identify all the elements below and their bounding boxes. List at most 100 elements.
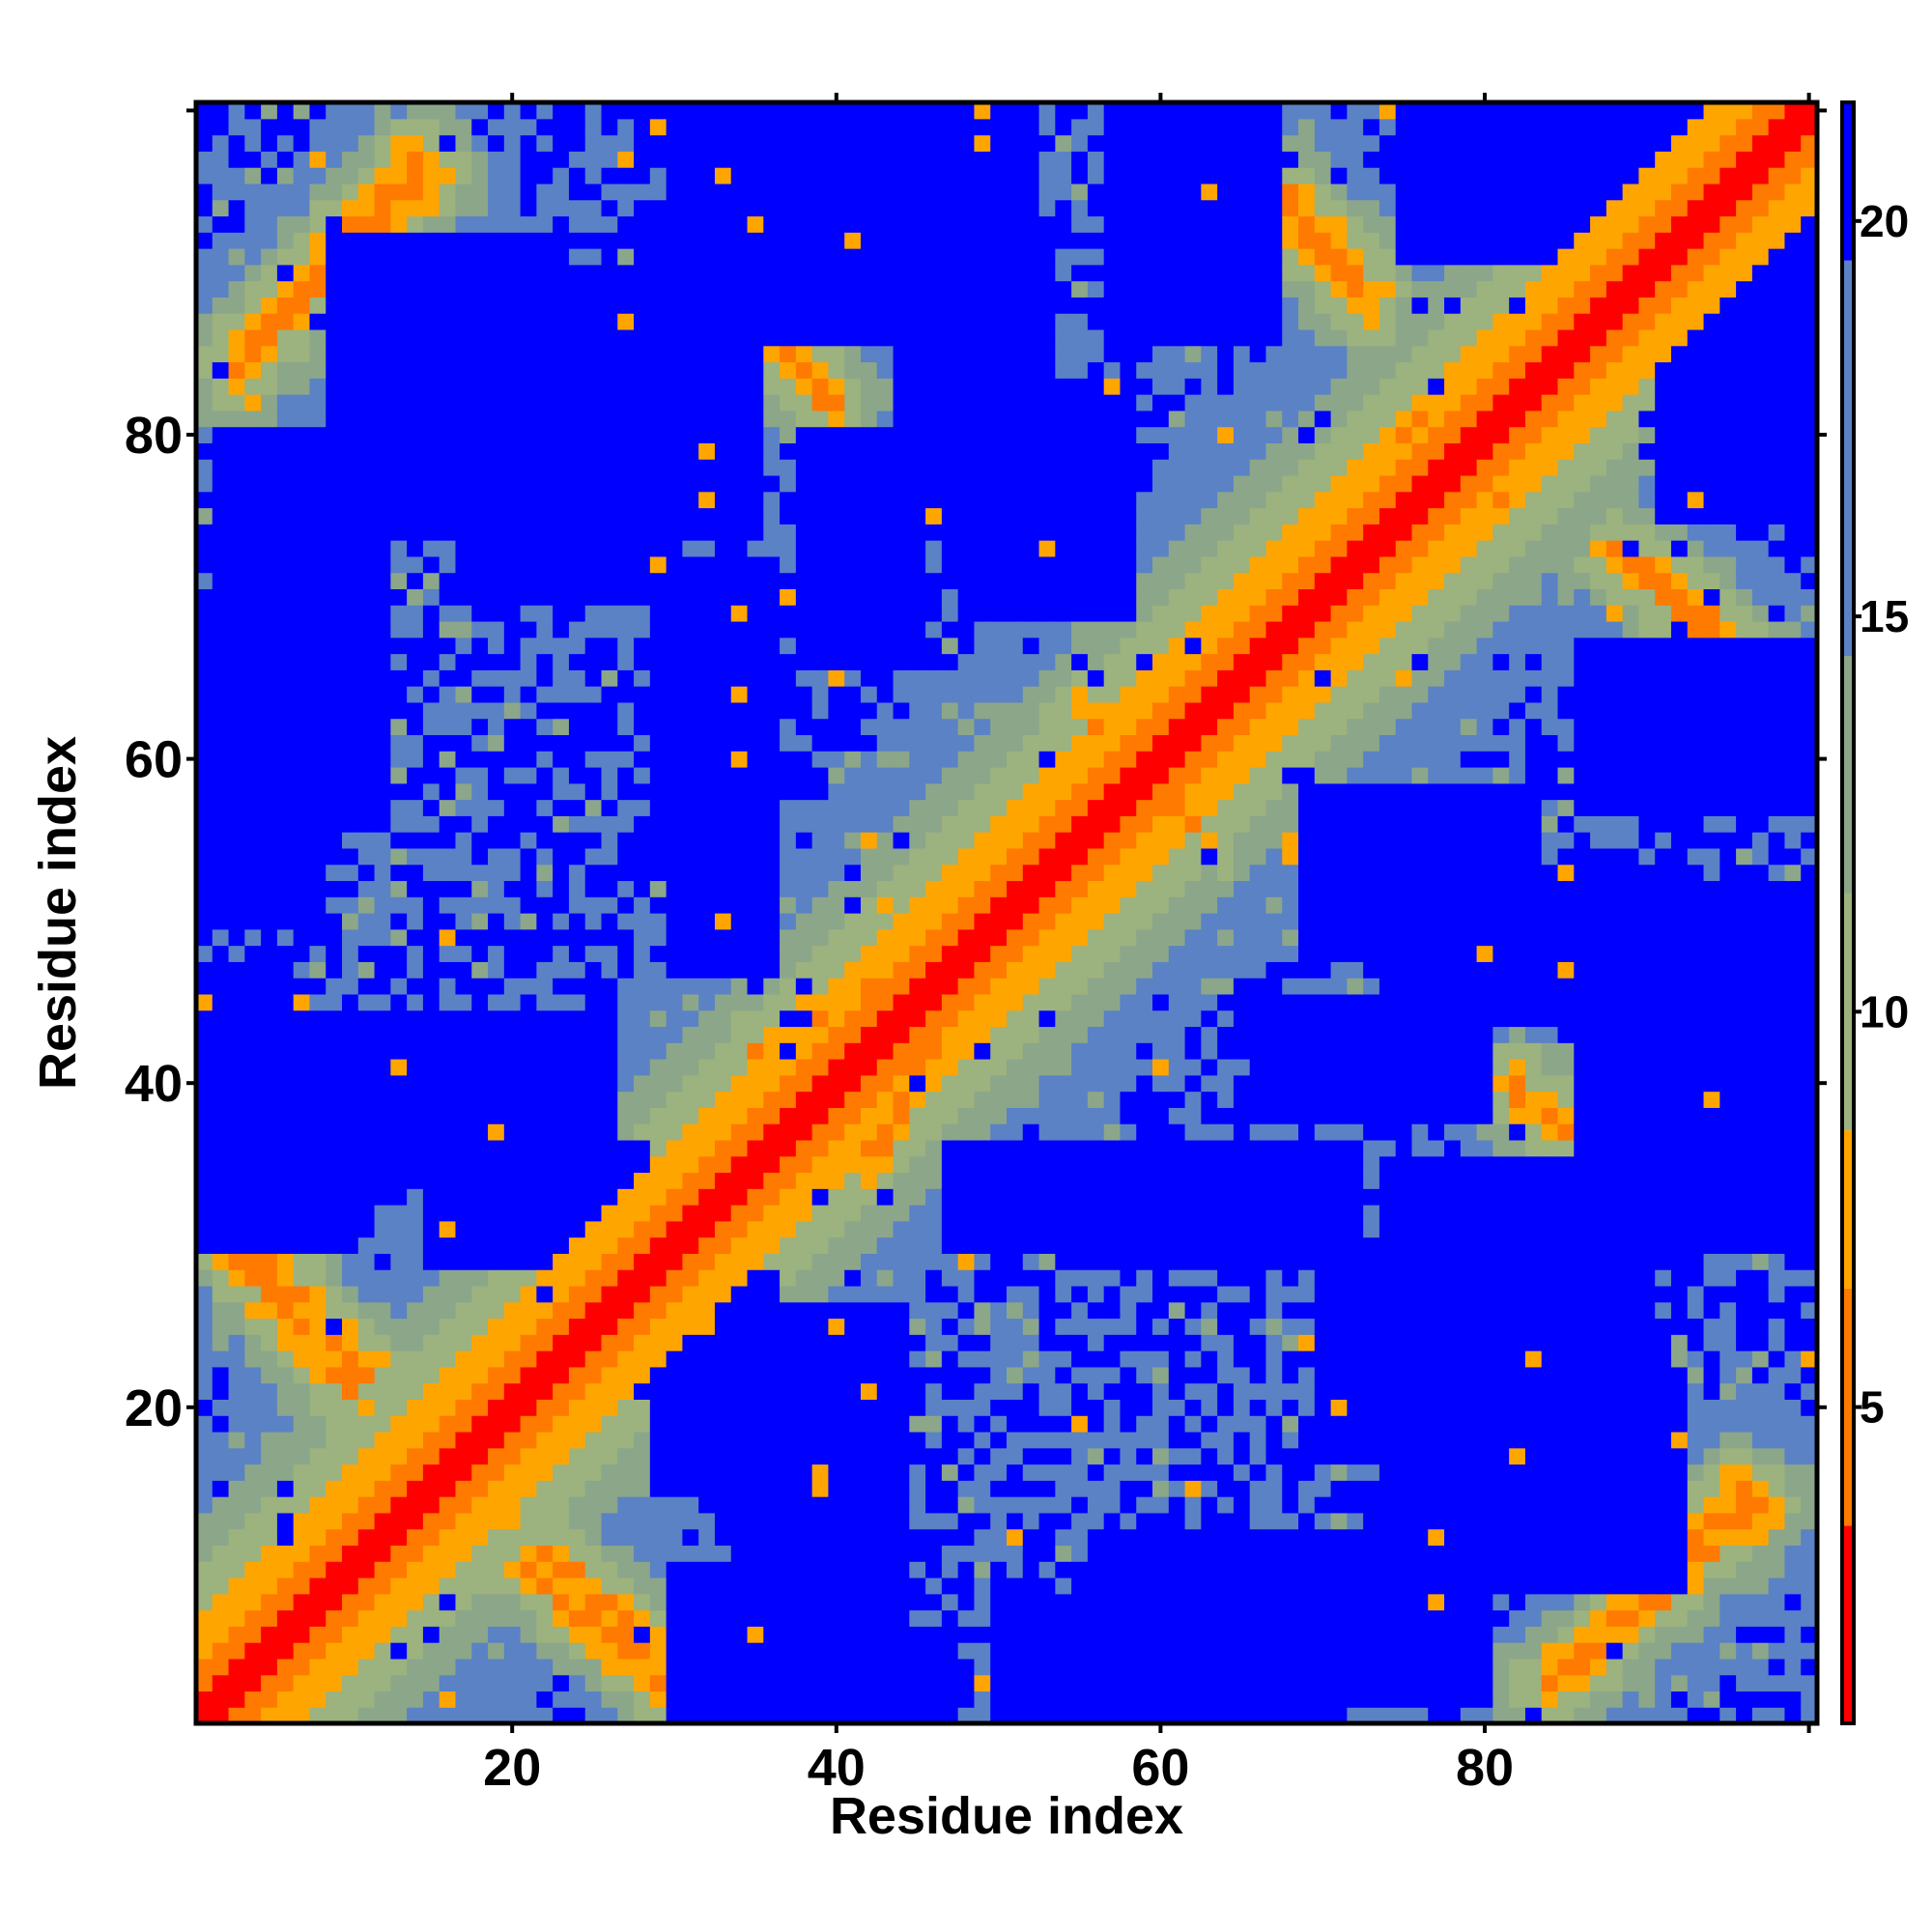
- heatmap-cell: [422, 426, 440, 443]
- heatmap-cell: [374, 701, 391, 720]
- heatmap-cell: [228, 864, 245, 882]
- heatmap-cell: [925, 945, 943, 962]
- heatmap-cell: [196, 669, 213, 687]
- heatmap-cell: [811, 1205, 830, 1222]
- heatmap-cell: [471, 1447, 489, 1465]
- heatmap-cell: [261, 555, 278, 574]
- heatmap-cell: [634, 1220, 651, 1238]
- heatmap-cell: [342, 199, 359, 217]
- heatmap-cell: [780, 1545, 797, 1562]
- heatmap-cell: [747, 1415, 764, 1433]
- heatmap-cell: [293, 1593, 311, 1611]
- heatmap-cell: [649, 1155, 668, 1174]
- heatmap-cell: [682, 426, 699, 443]
- heatmap-cell: [488, 1220, 505, 1238]
- heatmap-cell: [763, 524, 781, 541]
- heatmap-cell: [276, 1220, 295, 1238]
- heatmap-cell: [455, 1301, 472, 1320]
- heatmap-cell: [811, 701, 830, 720]
- heatmap-cell: [763, 928, 781, 947]
- heatmap-cell: [763, 620, 781, 639]
- heatmap-cell: [941, 1382, 959, 1400]
- heatmap-cell: [990, 896, 1008, 914]
- heatmap-cell: [860, 555, 878, 574]
- heatmap-cell: [634, 1626, 651, 1643]
- heatmap-cell: [780, 167, 797, 185]
- heatmap-cell: [422, 474, 440, 493]
- heatmap-cell: [390, 1626, 408, 1643]
- heatmap-cell: [261, 280, 278, 298]
- heatmap-cell: [584, 410, 603, 428]
- heatmap-cell: [780, 524, 797, 541]
- heatmap-cell: [536, 1155, 554, 1174]
- heatmap-cell: [422, 1690, 440, 1708]
- heatmap-cell: [390, 426, 408, 443]
- heatmap-cell: [860, 410, 878, 428]
- heatmap-cell: [553, 880, 570, 897]
- heatmap-cell: [293, 1690, 311, 1708]
- heatmap-cell: [357, 1447, 376, 1465]
- heatmap-cell: [828, 442, 845, 460]
- heatmap-cell: [974, 1415, 991, 1433]
- heatmap-cell: [828, 394, 845, 412]
- heatmap-cell: [666, 1707, 683, 1724]
- heatmap-cell: [261, 215, 278, 233]
- heatmap-cell: [634, 1285, 651, 1303]
- heatmap-cell: [212, 1545, 230, 1562]
- heatmap-cell: [698, 1091, 716, 1108]
- heatmap-cell: [974, 134, 991, 152]
- heatmap-cell: [520, 815, 537, 833]
- heatmap-cell: [212, 751, 230, 768]
- heatmap-cell: [893, 555, 910, 574]
- heatmap-cell: [860, 459, 878, 476]
- heatmap-cell: [244, 426, 262, 443]
- heatmap-cell: [212, 264, 230, 282]
- heatmap-cell: [374, 928, 391, 947]
- heatmap-cell: [520, 1658, 537, 1676]
- heatmap-cell: [276, 1545, 295, 1562]
- heatmap-cell: [601, 588, 618, 606]
- heatmap-cell: [601, 605, 618, 622]
- heatmap-cell: [488, 232, 505, 249]
- heatmap-cell: [261, 134, 278, 152]
- heatmap-cell: [439, 847, 457, 866]
- heatmap-cell: [957, 248, 976, 266]
- heatmap-cell: [374, 669, 391, 687]
- heatmap-cell: [244, 507, 262, 525]
- heatmap-cell: [407, 945, 424, 962]
- heatmap-cell: [455, 1107, 472, 1124]
- heatmap-cell: [730, 1496, 749, 1514]
- heatmap-cell: [909, 118, 926, 136]
- heatmap-cell: [747, 978, 764, 995]
- heatmap-cell: [844, 313, 862, 330]
- heatmap-cell: [276, 345, 295, 363]
- heatmap-cell: [244, 880, 262, 897]
- heatmap-cell: [342, 1155, 359, 1174]
- heatmap-cell: [357, 847, 376, 866]
- heatmap-cell: [276, 864, 295, 882]
- heatmap-cell: [698, 118, 716, 136]
- heatmap-cell: [244, 1512, 262, 1530]
- heatmap-cell: [374, 1188, 391, 1206]
- heatmap-cell: [860, 686, 878, 703]
- heatmap-cell: [844, 1642, 862, 1660]
- heatmap-cell: [747, 605, 764, 622]
- heatmap-cell: [957, 1561, 976, 1578]
- heatmap-cell: [244, 669, 262, 687]
- heatmap-cell: [714, 1642, 732, 1660]
- heatmap-cell: [455, 1512, 472, 1530]
- heatmap-cell: [276, 961, 295, 979]
- heatmap-cell: [407, 1626, 424, 1643]
- heatmap-cell: [261, 653, 278, 670]
- heatmap-cell: [634, 1172, 651, 1189]
- heatmap-cell: [601, 1123, 618, 1141]
- heatmap-cell: [617, 1318, 635, 1335]
- heatmap-cell: [763, 1139, 781, 1157]
- heatmap-cell: [439, 1593, 457, 1611]
- heatmap-cell: [893, 1350, 910, 1368]
- heatmap-cell: [682, 653, 699, 670]
- heatmap-cell: [553, 1512, 570, 1530]
- heatmap-cell: [244, 1463, 262, 1481]
- heatmap-cell: [309, 1642, 327, 1660]
- heatmap-cell: [309, 913, 327, 930]
